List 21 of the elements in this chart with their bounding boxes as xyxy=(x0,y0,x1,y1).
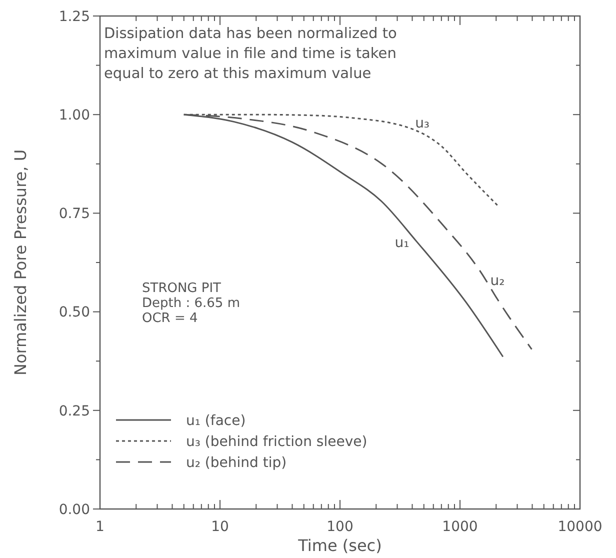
y-axis-title: Normalized Pore Pressure, U xyxy=(11,149,30,376)
annotation: u₂ xyxy=(490,273,505,290)
y-tick-label: 0.00 xyxy=(58,502,90,518)
y-tick-label: 1.25 xyxy=(58,8,90,25)
y-tick-label: 0.25 xyxy=(58,403,90,420)
y-tick-label: 0.75 xyxy=(58,206,90,222)
legend-label: u₃ (behind friction sleeve) xyxy=(186,434,368,450)
x-tick-label: 10000 xyxy=(558,519,602,535)
y-tick-label: 0.50 xyxy=(58,304,90,321)
x-tick-label: 1000 xyxy=(442,519,478,535)
x-tick-label: 100 xyxy=(326,519,354,535)
annotation: u₁ xyxy=(394,234,410,251)
legend-label: u₁ (face) xyxy=(186,412,246,429)
annotation: u₃ xyxy=(415,116,430,132)
x-axis-title: Time (sec) xyxy=(297,536,382,555)
x-tick-label: 10 xyxy=(211,519,229,535)
legend-label: u₂ (behind tip) xyxy=(186,454,287,471)
annotation: Dissipation data has been normalized to maximum value in file and time is taken equal to zero at this maximum value xyxy=(104,26,398,82)
x-tick-label: 1 xyxy=(96,519,104,535)
annotation: STRONG PIT Depth : 6.65 m OCR = 4 xyxy=(142,281,240,326)
y-tick-label: 1.00 xyxy=(58,108,90,124)
